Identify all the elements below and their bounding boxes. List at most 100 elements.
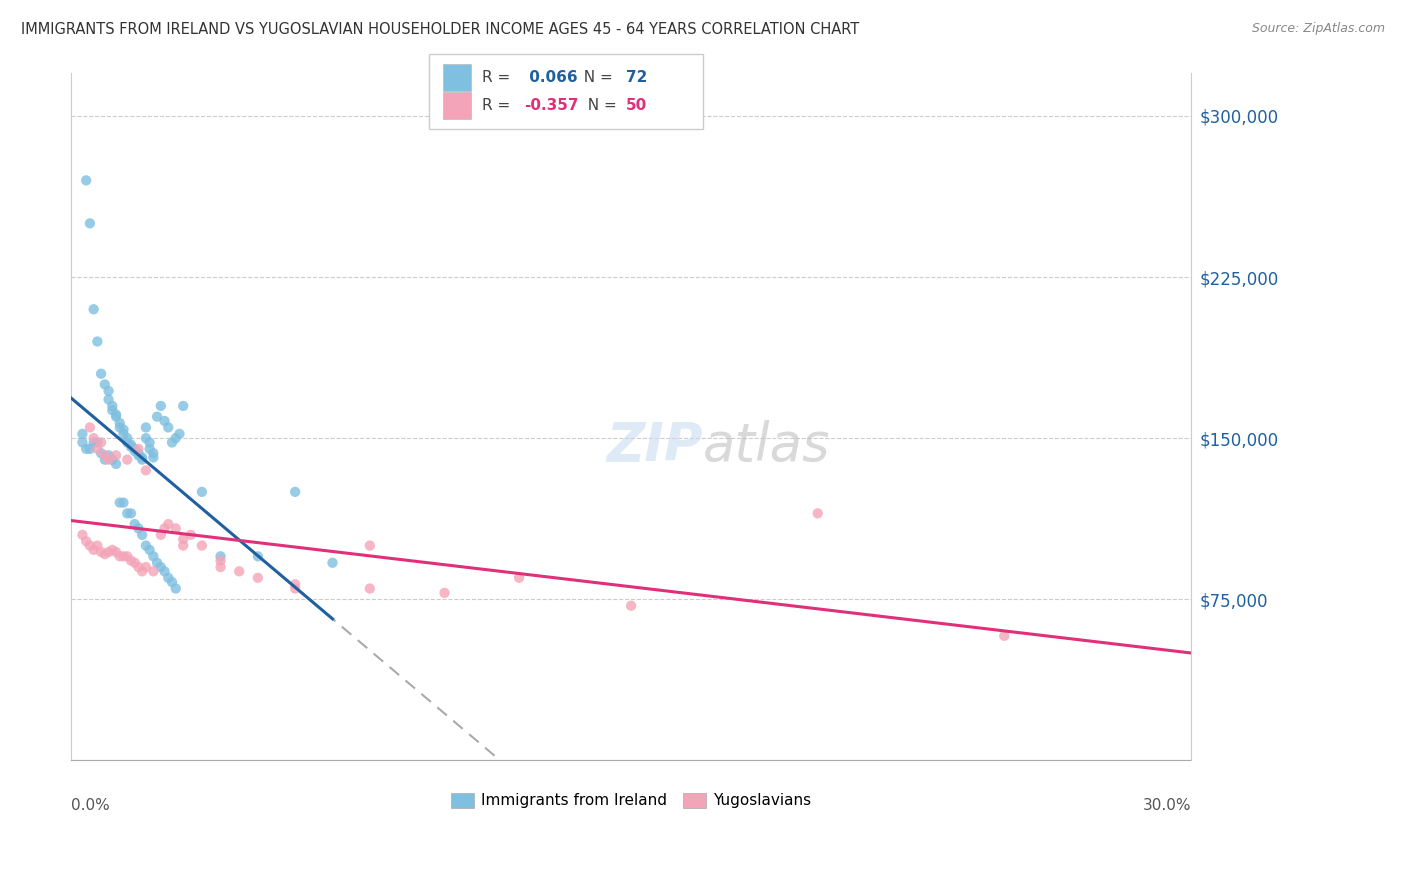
Point [157, 571, 180, 585]
Point [101, 542, 124, 557]
Point [209, 560, 232, 574]
Text: 0.0%: 0.0% [72, 798, 110, 814]
Point [169, 426, 191, 441]
Point [120, 553, 142, 567]
Text: 0.066: 0.066 [524, 70, 578, 85]
Point [115, 435, 138, 450]
Point [97, 448, 120, 462]
Point [172, 532, 194, 546]
Point [72, 528, 94, 542]
Point [75, 442, 97, 456]
Point [142, 450, 165, 465]
Point [83, 302, 105, 317]
Point [160, 575, 183, 590]
Point [433, 586, 456, 600]
Point [86, 435, 108, 450]
Point [146, 409, 169, 424]
Point [79, 539, 101, 553]
Point [131, 565, 153, 579]
Point [94, 448, 117, 462]
Text: Source: ZipAtlas.com: Source: ZipAtlas.com [1251, 22, 1385, 36]
Point [97, 384, 120, 398]
Point [191, 484, 214, 499]
Point [108, 549, 131, 564]
Point [149, 560, 172, 574]
Point [72, 435, 94, 450]
Point [101, 403, 124, 417]
Point [90, 545, 112, 559]
Point [138, 442, 160, 456]
Point [321, 556, 343, 570]
Point [172, 539, 194, 553]
Point [120, 437, 142, 451]
Point [165, 582, 187, 596]
Point [149, 528, 172, 542]
Point [620, 599, 643, 613]
Text: R =: R = [482, 98, 516, 112]
Point [807, 507, 830, 521]
Point [124, 442, 146, 456]
Text: IMMIGRANTS FROM IRELAND VS YUGOSLAVIAN HOUSEHOLDER INCOME AGES 45 - 64 YEARS COR: IMMIGRANTS FROM IRELAND VS YUGOSLAVIAN H… [21, 22, 859, 37]
Point [135, 420, 157, 434]
Point [157, 420, 180, 434]
Point [131, 450, 153, 465]
Point [90, 435, 112, 450]
Point [108, 420, 131, 434]
Point [115, 507, 138, 521]
Point [79, 216, 101, 230]
Point [993, 629, 1015, 643]
Text: -0.357: -0.357 [524, 98, 579, 112]
Point [142, 565, 165, 579]
Text: N =: N = [578, 98, 621, 112]
Point [131, 452, 153, 467]
Point [246, 549, 269, 564]
Point [228, 565, 250, 579]
Point [508, 571, 530, 585]
Point [86, 334, 108, 349]
Point [79, 420, 101, 434]
Point [135, 539, 157, 553]
Point [86, 442, 108, 456]
Point [180, 528, 202, 542]
Point [94, 377, 117, 392]
Point [105, 545, 128, 559]
Point [105, 409, 128, 424]
Point [115, 452, 138, 467]
Point [153, 414, 176, 428]
Point [146, 556, 169, 570]
Point [75, 173, 97, 187]
Point [115, 431, 138, 445]
Point [160, 435, 183, 450]
Point [115, 549, 138, 564]
Point [97, 545, 120, 559]
Text: N =: N = [574, 70, 617, 85]
Point [246, 571, 269, 585]
Point [138, 542, 160, 557]
Point [124, 517, 146, 532]
Point [97, 452, 120, 467]
Point [105, 457, 128, 471]
Text: 72: 72 [626, 70, 647, 85]
Point [165, 521, 187, 535]
Point [284, 582, 307, 596]
Point [153, 565, 176, 579]
Point [135, 431, 157, 445]
Point [90, 367, 112, 381]
Point [135, 560, 157, 574]
Point [153, 521, 176, 535]
Text: 30.0%: 30.0% [1143, 798, 1191, 814]
Point [138, 435, 160, 450]
Point [359, 539, 381, 553]
Point [127, 560, 149, 574]
Point [72, 426, 94, 441]
Point [79, 442, 101, 456]
Point [127, 442, 149, 456]
Point [86, 539, 108, 553]
Point [142, 446, 165, 460]
Point [359, 582, 381, 596]
Point [209, 549, 232, 564]
Text: R =: R = [482, 70, 516, 85]
Point [94, 452, 117, 467]
Point [108, 416, 131, 430]
Point [120, 507, 142, 521]
